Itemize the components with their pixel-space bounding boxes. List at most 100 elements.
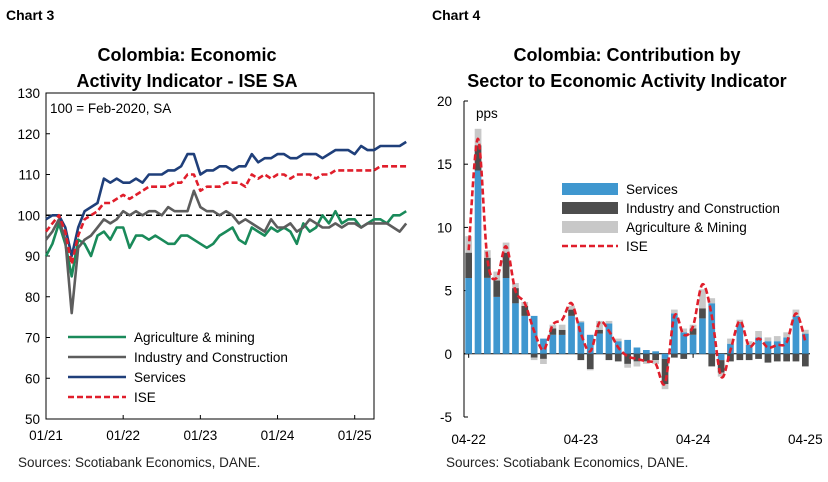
bar-industry-and-construction: [474, 145, 482, 171]
bar-agriculture-mining: [671, 309, 678, 314]
bar-industry-and-construction: [764, 353, 772, 363]
y-tick-label: 70: [25, 331, 40, 346]
bar-agriculture-mining: [699, 289, 706, 309]
bar-industry-and-construction: [586, 353, 594, 369]
bar-industry-and-construction: [783, 353, 790, 362]
bar-services: [783, 337, 790, 354]
x-tick-label: 04-22: [451, 432, 486, 447]
y-tick-label: 110: [18, 168, 40, 183]
bar-industry-and-construction: [736, 353, 744, 361]
bar-industry-and-construction: [568, 309, 575, 316]
legend-label: Services: [134, 370, 186, 385]
chart-title-line-1: Colombia: Contribution by: [513, 45, 741, 65]
y-tick-label: 0: [444, 347, 452, 362]
chart-annotation: pps: [476, 106, 498, 121]
series-line-ise: [44, 165, 407, 266]
legend-swatch: [562, 202, 618, 214]
bar-services: [708, 303, 716, 354]
stacked-bar-chart: -5 0 5 10 15 20 04-22 04-23 04-24 04-25 pps Service…: [437, 94, 823, 447]
bar-agriculture-mining: [633, 361, 641, 367]
bar-services: [540, 338, 547, 354]
bar-agriculture-mining: [755, 331, 762, 338]
bar-agriculture-mining: [577, 320, 585, 323]
bar-industry-and-construction: [633, 353, 641, 362]
bar-industry-and-construction: [755, 353, 762, 359]
x-tick-label: 01/22: [106, 428, 140, 443]
bar-industry-and-construction: [577, 353, 585, 361]
bar-industry-and-construction: [484, 257, 491, 278]
bar-services: [689, 334, 697, 354]
bar-industry-and-construction: [792, 353, 800, 362]
bar-services: [549, 334, 557, 354]
bar-agriculture-mining: [708, 298, 716, 304]
bar-agriculture-mining: [624, 363, 631, 368]
chart-title-line-2: Sector to Economic Activity Indicator: [467, 71, 787, 91]
bar-services: [633, 347, 641, 354]
bar-services: [717, 353, 725, 361]
bar-agriculture-mining: [605, 320, 613, 324]
y-tick-label: 5: [444, 284, 452, 299]
y-tick-label: 120: [17, 127, 40, 142]
bar-services: [474, 170, 482, 354]
y-tick-label: 90: [25, 249, 40, 264]
bar-agriculture-mining: [596, 320, 603, 330]
y-tick-label: 80: [25, 290, 40, 305]
y-tick-label: 60: [25, 371, 40, 386]
bar-industry-and-construction: [802, 353, 809, 367]
bar-agriculture-mining: [652, 360, 659, 364]
x-tick-label: 01/21: [29, 428, 63, 443]
series-line-services: [45, 140, 407, 258]
y-tick-label: 20: [437, 94, 452, 109]
source-note: Sources: Scotiabank Economics, DANE.: [446, 455, 689, 470]
y-tick-label: 10: [437, 220, 452, 235]
series-line-industry-and-construction: [44, 189, 408, 315]
bar-agriculture-mining: [783, 332, 790, 338]
bar-services: [465, 278, 472, 354]
bar-services: [699, 318, 706, 354]
chart-number-label: Chart 3: [6, 7, 55, 23]
legend-label: ISE: [134, 390, 156, 405]
bar-services: [680, 332, 688, 354]
bar-agriculture-mining: [680, 328, 688, 333]
bar-industry-and-construction: [680, 353, 688, 359]
legend-label: Agriculture & Mining: [626, 220, 747, 235]
y-tick-label: 50: [25, 412, 40, 427]
bar-services: [802, 333, 809, 354]
bar-services: [484, 278, 491, 354]
legend-label: Industry and Construction: [134, 350, 288, 365]
bar-services: [512, 303, 519, 354]
legend-swatch: [562, 221, 618, 233]
bar-services: [643, 350, 650, 354]
source-note: Sources: Scotiabank Economics, DANE.: [18, 455, 261, 470]
chart-title-line-2: Activity Indicator - ISE SA: [76, 71, 298, 91]
y-tick-label: 130: [17, 86, 40, 101]
chart-number-label: Chart 4: [432, 7, 481, 23]
y-tick-label: 100: [17, 208, 40, 223]
legend-label: ISE: [626, 239, 648, 254]
bar-industry-and-construction: [727, 353, 734, 362]
bar-agriculture-mining: [764, 337, 772, 342]
y-tick-label: -5: [440, 410, 452, 425]
bar-services: [568, 315, 575, 354]
bar-services: [792, 315, 800, 354]
bar-industry-and-construction: [689, 328, 697, 335]
y-tick-label: 15: [437, 157, 452, 172]
chart-4-panel: Chart 4 Colombia: Contribution by Sector…: [414, 0, 828, 482]
bar-services: [652, 351, 659, 354]
bar-services: [605, 323, 613, 354]
chart-title: Colombia: Economic Activity Indicator - …: [0, 42, 394, 94]
bar-agriculture-mining: [745, 341, 753, 345]
x-tick-label: 01/25: [338, 428, 372, 443]
bar-industry-and-construction: [745, 353, 753, 361]
bar-services: [755, 337, 762, 354]
x-tick-label: 04-25: [788, 432, 823, 447]
bar-services: [596, 333, 603, 354]
bar-services: [773, 341, 781, 354]
chart-title: Colombia: Contribution by Sector to Econ…: [420, 42, 828, 94]
bar-services: [661, 353, 669, 359]
bar-agriculture-mining: [802, 329, 809, 334]
x-tick-label: 01/24: [261, 428, 295, 443]
bar-industry-and-construction: [549, 328, 557, 335]
bar-industry-and-construction: [502, 252, 510, 278]
chart-annotation: 100 = Feb-2020, SA: [50, 101, 171, 116]
